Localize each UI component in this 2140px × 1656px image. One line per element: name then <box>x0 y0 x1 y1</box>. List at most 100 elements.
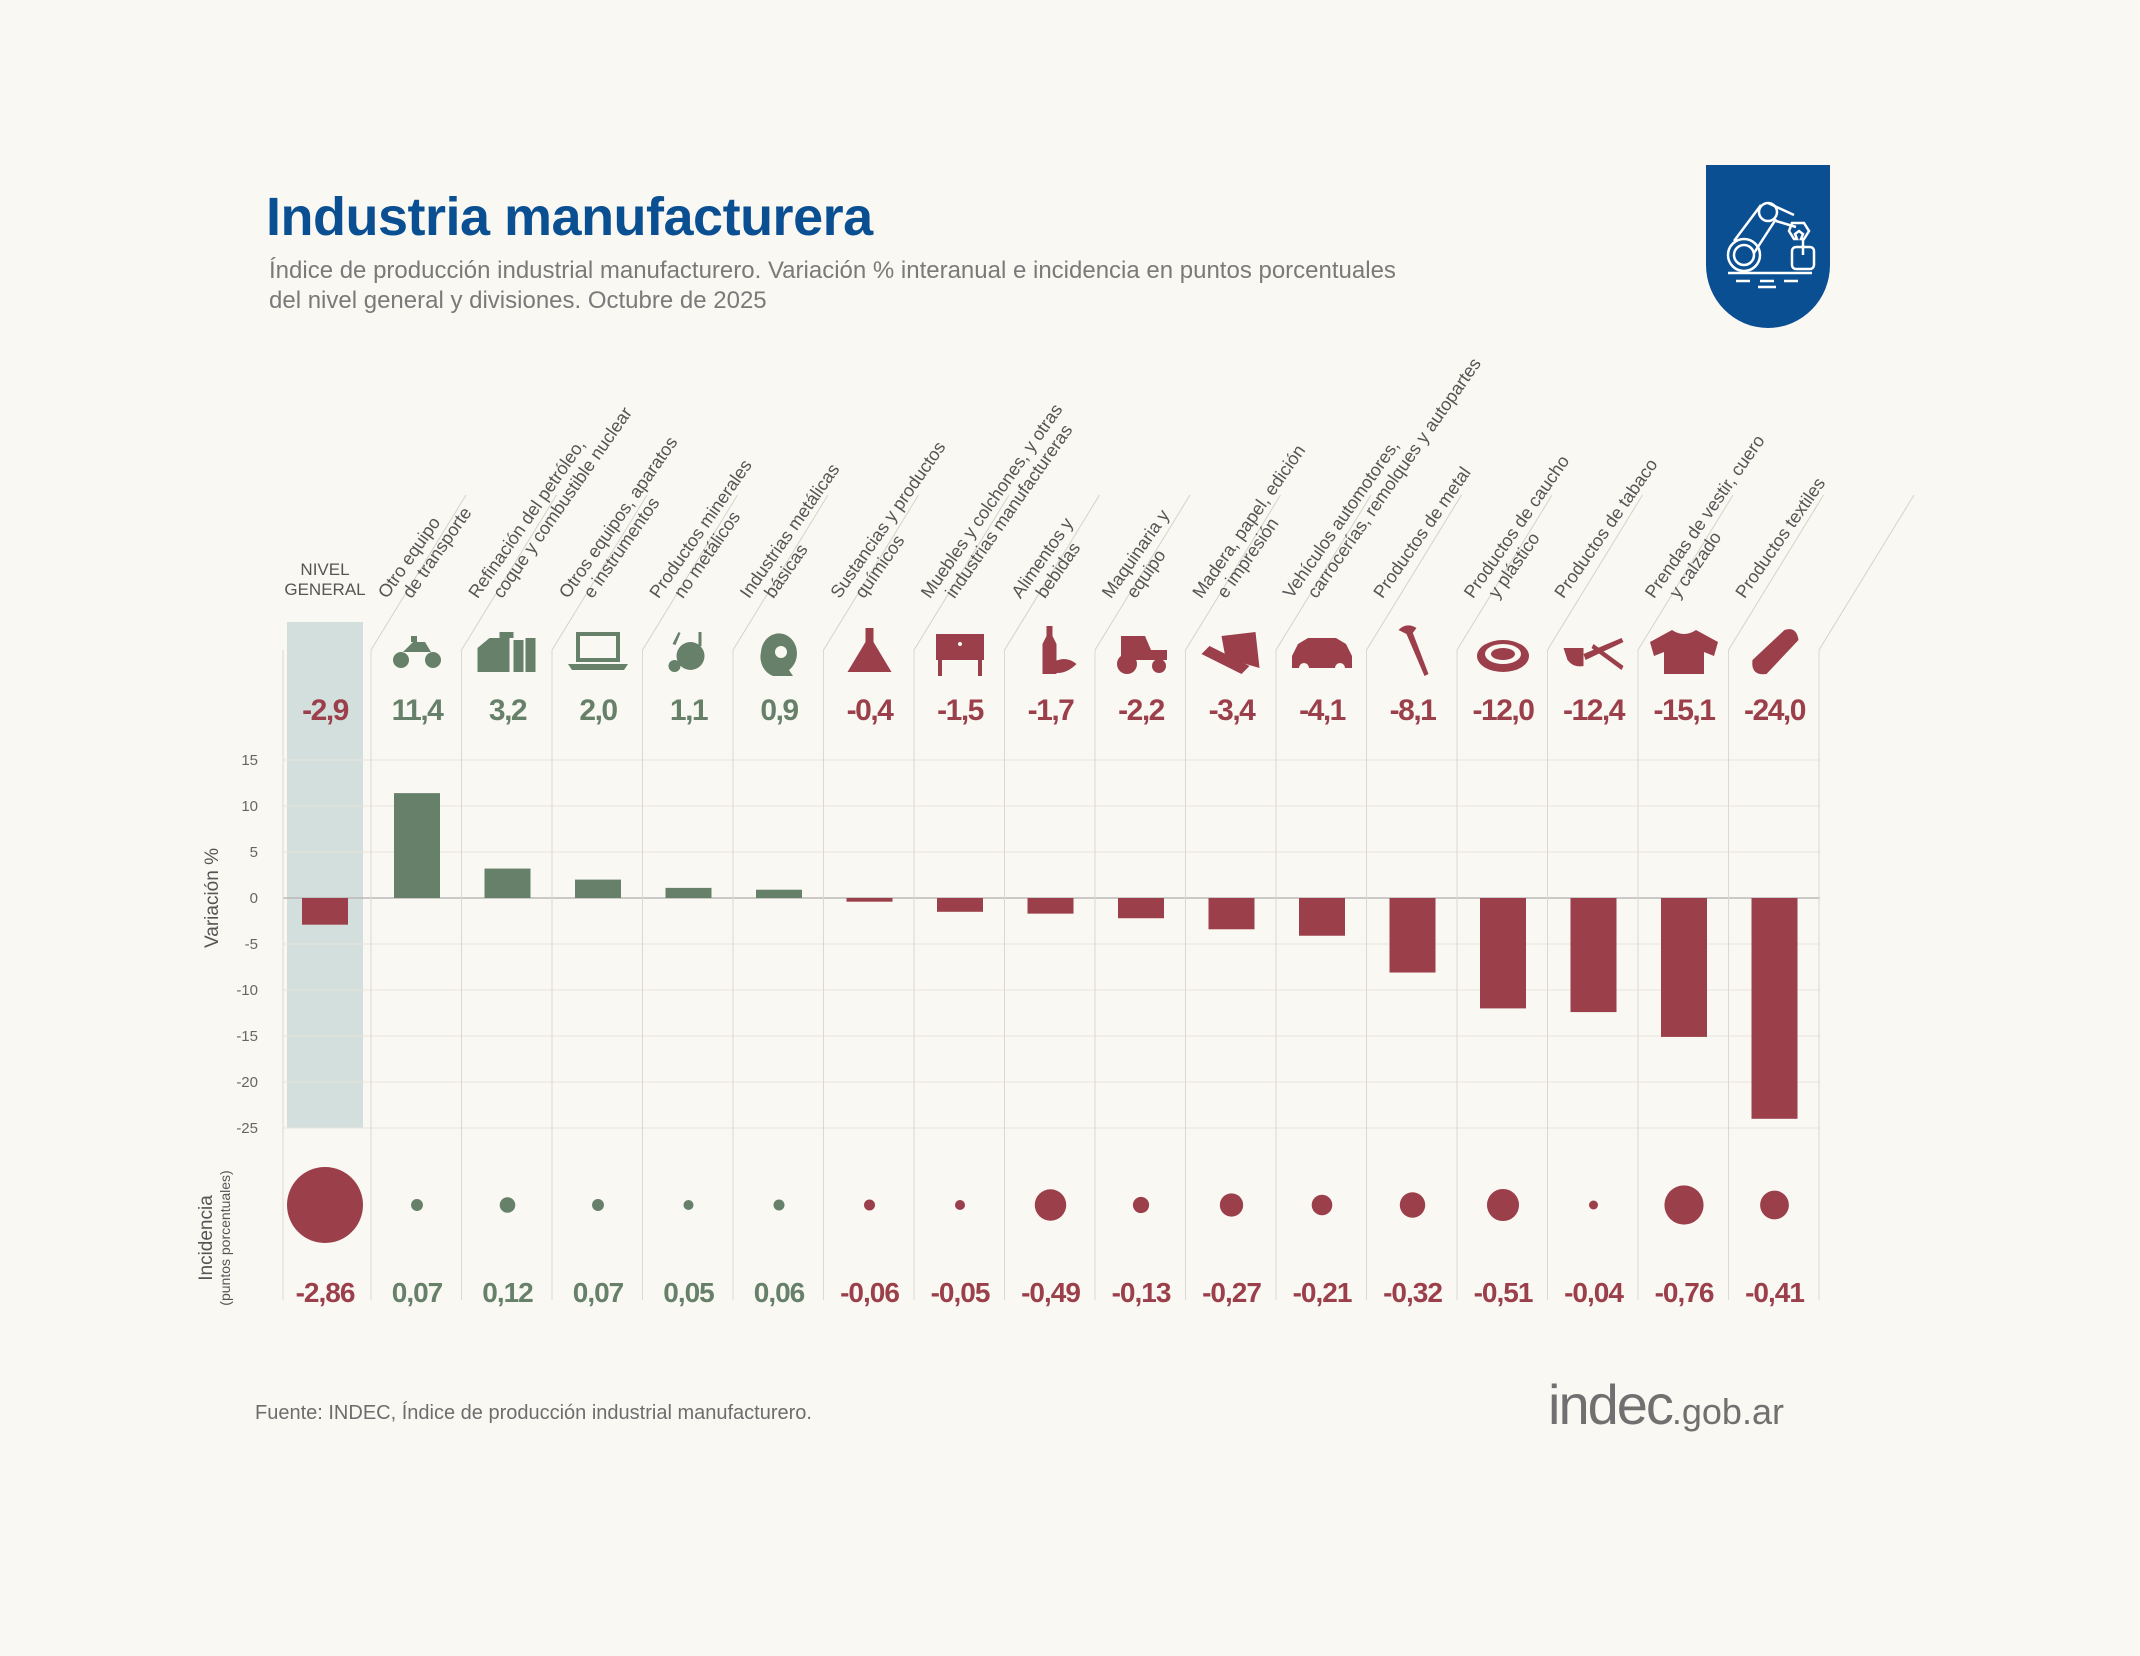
incidence-value: -0,51 <box>1474 1277 1533 1308</box>
icon-shape <box>672 632 681 645</box>
bar <box>1208 898 1255 930</box>
tire-icon <box>1477 640 1529 672</box>
incidence-value: -0,04 <box>1564 1277 1624 1308</box>
cement-mixer-icon <box>668 632 705 672</box>
incidence-bubble <box>1132 1196 1150 1214</box>
incidence-value: -0,27 <box>1202 1277 1261 1308</box>
flask-icon <box>847 628 892 672</box>
leader-line <box>551 494 648 651</box>
bar <box>575 879 621 898</box>
icon-shape <box>525 638 536 672</box>
icon-shape <box>1201 646 1250 674</box>
wood-paper-icon <box>1201 632 1260 674</box>
icon-shape <box>1292 638 1352 668</box>
icon-shape <box>513 640 524 672</box>
icon-shape <box>411 636 417 642</box>
icon-shape <box>1042 626 1057 674</box>
incidence-axis-subtitle: (puntos porcentuales) <box>217 1170 233 1305</box>
highlight-column <box>287 622 363 1128</box>
y-tick-label: 5 <box>250 844 258 861</box>
thread-spool-icon <box>1752 629 1799 675</box>
bar <box>1299 898 1345 936</box>
category-label: GENERAL <box>284 580 365 599</box>
y-axis-title: Variación % <box>202 848 223 948</box>
incidence-value: 0,06 <box>754 1277 805 1308</box>
icon-shape <box>1563 648 1584 667</box>
bar <box>1480 898 1526 1009</box>
y-tick-label: -5 <box>245 936 258 953</box>
bar <box>1389 898 1436 973</box>
leader-line <box>1728 494 1824 651</box>
incidence-bubble <box>863 1199 876 1211</box>
incidence-bubble <box>1664 1185 1704 1225</box>
icon-shape <box>1050 659 1077 673</box>
tractor-icon <box>1117 636 1167 674</box>
bar <box>1661 898 1707 1037</box>
bar <box>937 898 983 912</box>
indec-logo[interactable]: indec.gob.ar <box>1548 1372 1784 1437</box>
bar <box>1570 898 1617 1013</box>
incidence-value: -0,41 <box>1745 1277 1804 1308</box>
icon-shape <box>865 628 874 642</box>
source-note: Fuente: INDEC, Índice de producción indu… <box>255 1402 812 1424</box>
icon-shape <box>568 664 628 670</box>
icon-shape <box>1121 636 1167 660</box>
bar <box>846 898 893 902</box>
incidence-value: -0,05 <box>931 1277 990 1308</box>
category-label: Productos de caucho <box>1460 452 1573 602</box>
incidence-bubble <box>1034 1189 1067 1221</box>
sweater-icon <box>1650 630 1718 674</box>
icon-shape <box>425 652 441 668</box>
bar <box>484 868 531 898</box>
icon-shape <box>1491 648 1515 660</box>
variation-value: -2,2 <box>1118 694 1165 727</box>
variation-value: -0,4 <box>847 694 895 727</box>
y-tick-label: 15 <box>241 752 258 769</box>
icon-shape <box>1221 632 1260 668</box>
page-subtitle: Índice de producción industrial manufact… <box>269 256 1609 316</box>
variation-value: -15,1 <box>1654 694 1716 727</box>
subtitle-line-2: del nivel general y divisiones. Octubre … <box>269 287 767 314</box>
incidence-bubble <box>683 1199 694 1211</box>
category-label-group: Productos textiles <box>1731 474 1829 602</box>
incidence-value: -0,32 <box>1383 1277 1442 1308</box>
leader-line <box>1637 494 1734 651</box>
y-tick-label: -25 <box>236 1120 258 1137</box>
icon-shape <box>847 642 892 672</box>
leader-line <box>913 494 1010 651</box>
icon-shape <box>1406 632 1429 676</box>
category-label: Productos de tabaco <box>1550 455 1661 602</box>
leader-line <box>1547 494 1643 651</box>
leader-line <box>1004 494 1100 651</box>
leader-line <box>823 494 919 651</box>
incidence-bubble <box>411 1199 423 1211</box>
icon-shape <box>668 660 681 672</box>
category-label: NIVEL <box>300 560 349 579</box>
leader-line <box>1185 494 1281 651</box>
bar <box>1027 898 1074 914</box>
icon-shape <box>978 660 982 676</box>
page-title: Industria manufacturera <box>266 187 873 247</box>
y-tick-label: -20 <box>236 1074 258 1091</box>
incidence-value: -0,76 <box>1655 1277 1714 1308</box>
variation-value: -1,5 <box>937 694 984 727</box>
incidence-bubble <box>954 1199 966 1211</box>
bar <box>1751 898 1798 1119</box>
leader-line <box>1456 494 1553 651</box>
furniture-icon <box>936 634 984 676</box>
variation-value: 2,0 <box>579 694 617 727</box>
icon-shape <box>1583 638 1624 660</box>
leader-line <box>1366 494 1462 651</box>
bar <box>756 889 802 898</box>
icon-shape <box>936 634 984 660</box>
icon-shape <box>1152 659 1166 673</box>
car-icon <box>1292 638 1352 673</box>
y-tick-label: 10 <box>241 798 258 815</box>
leader-line <box>732 494 829 651</box>
variation-value: -1,7 <box>1028 694 1075 727</box>
incidence-bubble <box>287 1167 363 1243</box>
variation-value: 3,2 <box>489 694 527 727</box>
